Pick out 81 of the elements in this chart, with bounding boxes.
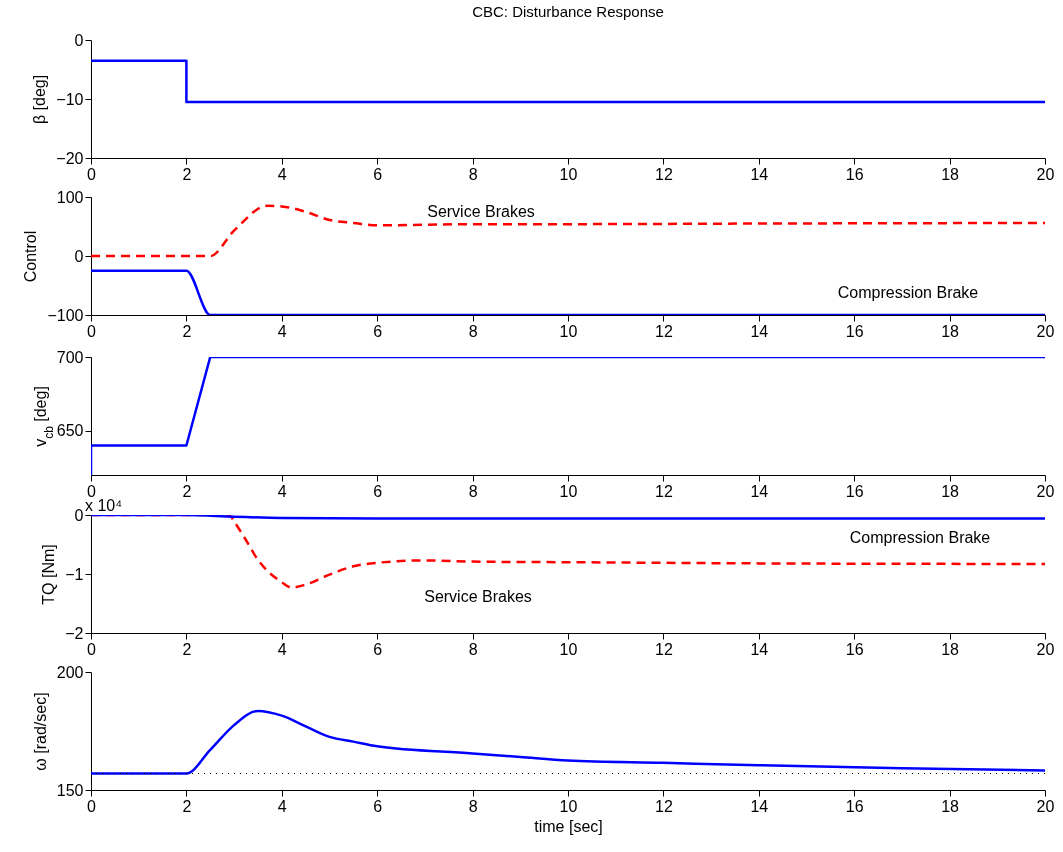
y-tick-label: 0	[74, 506, 84, 524]
x-tick-label: 6	[373, 797, 383, 815]
y-tick-label: 700	[56, 348, 84, 366]
y-tick-label: −100	[47, 306, 84, 324]
x-tick-label: 18	[941, 165, 960, 183]
x-tick-label: 4	[277, 482, 287, 500]
x-tick-label: 10	[559, 482, 578, 500]
y-axis-title: Control	[22, 230, 40, 283]
x-tick-label: 0	[87, 482, 97, 500]
x-tick-label: 16	[845, 165, 864, 183]
x-tick-label: 20	[1036, 482, 1055, 500]
y-tick-label: −1	[65, 565, 84, 583]
y-tick-label: 200	[56, 663, 84, 681]
y-tick-label: −10	[56, 90, 84, 108]
x-tick-label: 6	[373, 482, 383, 500]
x-tick-label: 18	[941, 797, 960, 815]
y-tick-label: 650	[56, 422, 84, 440]
x-tick-label: 8	[468, 640, 478, 658]
x-tick-label: 10	[559, 797, 578, 815]
x-tick-label: 0	[87, 640, 97, 658]
x-tick-label: 2	[182, 322, 192, 340]
y-tick-label: 150	[56, 781, 84, 799]
y-tick-label: 0	[74, 31, 84, 49]
line-series	[91, 204, 1045, 258]
text: x 10⁴	[85, 497, 123, 514]
x-tick-label: 14	[750, 640, 769, 658]
x-tick-label: 4	[277, 165, 287, 183]
x-tick-label: 16	[845, 797, 864, 815]
x-tick-label: 4	[277, 322, 287, 340]
x-tick-label: 10	[559, 640, 578, 658]
x-tick-label: 20	[1036, 797, 1055, 815]
x-tick-label: 18	[941, 322, 960, 340]
x-tick-label: 4	[277, 640, 287, 658]
x-tick-label: 14	[750, 482, 769, 500]
x-tick-label: 6	[373, 165, 383, 183]
series-label: Compression Brake	[837, 284, 979, 301]
x-tick-label: 4	[277, 797, 287, 815]
series-label: Service Brakes	[427, 203, 535, 220]
x-tick-label: 8	[468, 322, 478, 340]
x-axis-title: time [sec]	[534, 817, 603, 835]
x-tick-label: 0	[87, 797, 97, 815]
x-tick-label: 10	[559, 165, 578, 183]
x-tick-label: 0	[87, 322, 97, 340]
x-tick-label: 0	[87, 165, 97, 183]
x-tick-label: 20	[1036, 640, 1055, 658]
x-tick-label: 20	[1036, 322, 1055, 340]
x-tick-label: 14	[750, 165, 769, 183]
chart-title: CBC: Disturbance Response	[472, 3, 664, 20]
x-tick-label: 18	[941, 482, 960, 500]
x-tick-label: 14	[750, 797, 769, 815]
y-tick-label: 100	[56, 188, 84, 206]
y-tick-label: 0	[74, 247, 84, 265]
x-tick-label: 12	[655, 797, 673, 815]
x-tick-label: 18	[941, 640, 960, 658]
x-tick-label: 6	[373, 640, 383, 658]
y-axis-title: β [deg]	[31, 74, 49, 125]
x-tick-label: 12	[655, 640, 673, 658]
y-axis-title: ω [rad/sec]	[31, 692, 49, 771]
line-series	[91, 709, 1045, 775]
x-tick-label: 16	[845, 322, 864, 340]
x-tick-label: 16	[845, 640, 864, 658]
x-tick-label: 20	[1036, 165, 1055, 183]
x-tick-label: 8	[468, 165, 478, 183]
series-label: Service Brakes	[424, 588, 532, 605]
y-axis-title: TQ [Nm]	[40, 544, 58, 605]
x-tick-label: 2	[182, 165, 192, 183]
x-tick-label: 12	[655, 322, 673, 340]
x-tick-label: 8	[468, 797, 478, 815]
series-label: Compression Brake	[849, 529, 991, 546]
x-tick-label: 2	[182, 797, 192, 815]
x-tick-label: 12	[655, 482, 673, 500]
x-tick-label: 8	[468, 482, 478, 500]
x-tick-label: 2	[182, 482, 192, 500]
y-tick-label: −2	[65, 624, 84, 642]
x-tick-label: 12	[655, 165, 673, 183]
x-tick-label: 14	[750, 322, 769, 340]
x-tick-label: 2	[182, 640, 192, 658]
x-tick-label: 16	[845, 482, 864, 500]
x-tick-label: 6	[373, 322, 383, 340]
y-tick-label: −20	[56, 149, 84, 167]
x-tick-label: 10	[559, 322, 578, 340]
